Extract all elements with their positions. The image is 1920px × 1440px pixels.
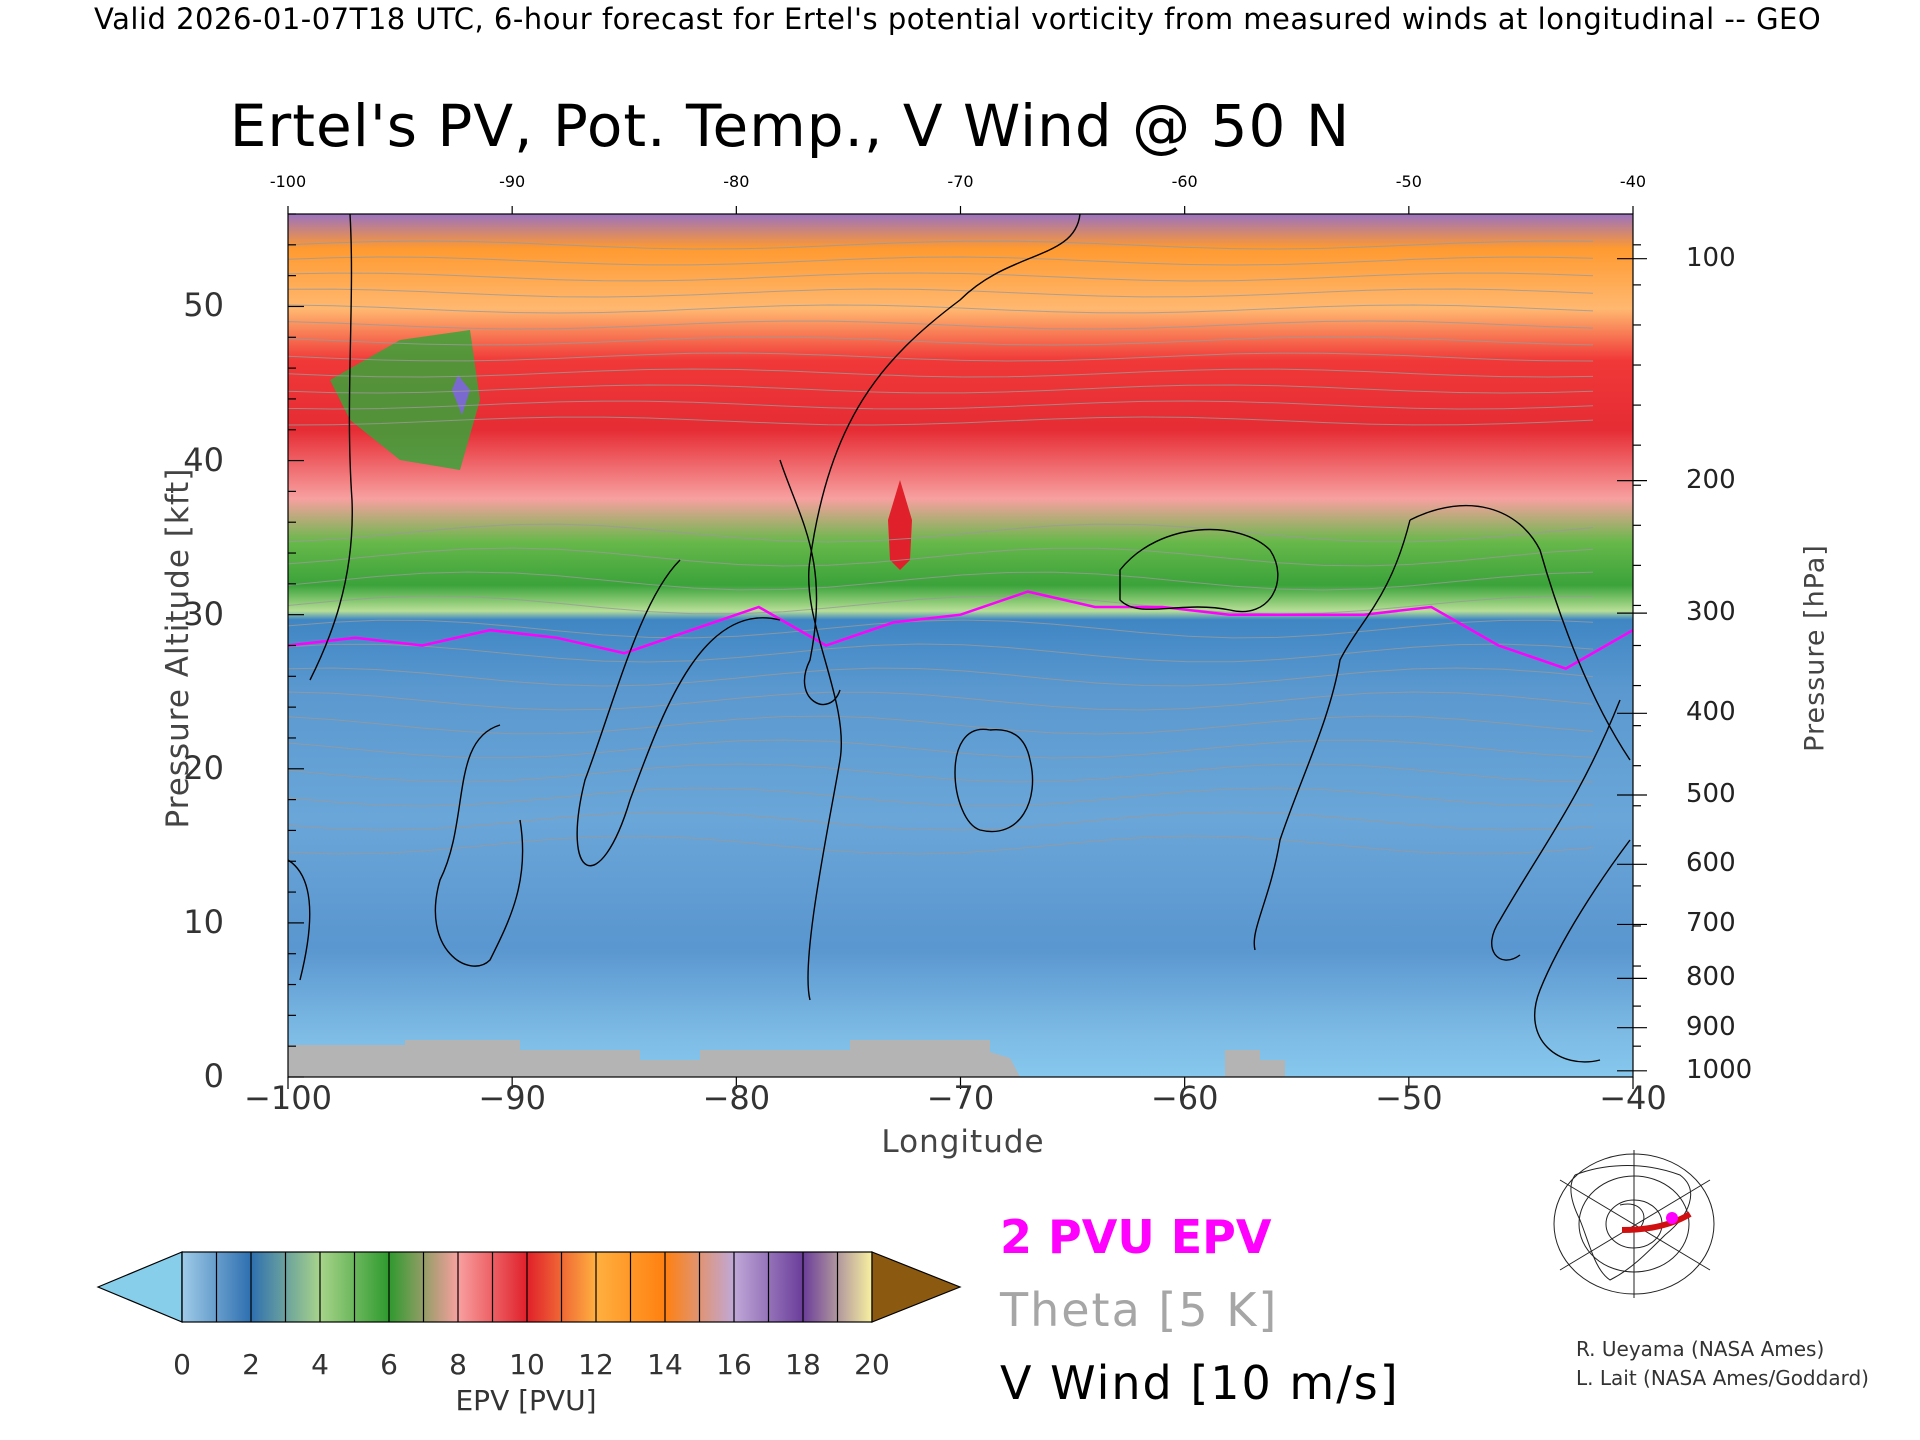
pressure-tick-label: 400 bbox=[1686, 697, 1736, 728]
x-axis-label: Longitude bbox=[881, 1124, 1045, 1160]
top-tick-label: -40 bbox=[1619, 172, 1647, 191]
colorbar-tick-label: 0 bbox=[173, 1348, 191, 1381]
theta-contour bbox=[288, 336, 1594, 346]
colorbar-tick-label: 8 bbox=[449, 1348, 467, 1381]
theta-contour bbox=[288, 595, 1594, 615]
theta-contour bbox=[288, 739, 1594, 759]
x-tick-label: −60 bbox=[1150, 1079, 1219, 1117]
theta-contour bbox=[288, 400, 1594, 410]
credit-author-2: L. Lait (NASA Ames/Goddard) bbox=[1576, 1366, 1869, 1390]
theta-contours bbox=[288, 240, 1594, 855]
vwind-contours bbox=[288, 214, 1631, 1063]
y-tick-label: 30 bbox=[183, 594, 224, 633]
theta-contour bbox=[288, 240, 1594, 250]
theta-contour bbox=[288, 811, 1594, 831]
x-tick-label: −50 bbox=[1375, 1079, 1443, 1117]
top-tick-label: -70 bbox=[947, 172, 974, 191]
x-tick-label: −40 bbox=[1599, 1079, 1667, 1117]
theta-contour bbox=[288, 787, 1594, 807]
theta-contour bbox=[288, 416, 1594, 426]
pressure-tick-label: 700 bbox=[1686, 908, 1736, 939]
colorbar-tick-label: 4 bbox=[311, 1348, 329, 1381]
theta-contour bbox=[288, 691, 1594, 711]
pressure-axis-ticks bbox=[1617, 244, 1647, 1072]
colorbar-tick-label: 20 bbox=[854, 1348, 890, 1381]
theta-contour bbox=[288, 547, 1594, 567]
theta-contour bbox=[288, 256, 1594, 266]
legend-epv: 2 PVU EPV bbox=[1000, 1210, 1272, 1264]
pressure-tick-label: 300 bbox=[1686, 597, 1736, 628]
colorbar-tick-label: 12 bbox=[578, 1348, 614, 1381]
green-intrusion-west bbox=[330, 330, 480, 470]
red-tongue-mid bbox=[888, 480, 912, 570]
pressure-tick-label: 500 bbox=[1686, 778, 1736, 809]
ground-mask-2 bbox=[1225, 1050, 1285, 1077]
x-tick-label: −70 bbox=[926, 1079, 995, 1117]
theta-contour bbox=[288, 571, 1594, 591]
legend-vwind: V Wind [10 m/s] bbox=[1000, 1356, 1400, 1410]
pressure-tick-label: 900 bbox=[1686, 1011, 1736, 1042]
pressure-tick-label: 100 bbox=[1686, 242, 1736, 273]
valid-time-header: Valid 2026-01-07T18 UTC, 6-hour forecast… bbox=[94, 2, 1822, 36]
y-tick-label: 50 bbox=[183, 286, 224, 325]
pv-max-west bbox=[452, 375, 470, 415]
theta-contour bbox=[288, 715, 1594, 735]
colorbar-tick-label: 6 bbox=[380, 1348, 398, 1381]
theta-contour bbox=[288, 835, 1594, 855]
pressure-tick-label: 1000 bbox=[1686, 1054, 1753, 1085]
theta-contour bbox=[288, 288, 1594, 298]
colorbar-tick-label: 2 bbox=[242, 1348, 260, 1381]
x-tick-label: −100 bbox=[244, 1079, 332, 1117]
top-tick-label: -80 bbox=[723, 172, 750, 191]
top-tick-label: -100 bbox=[269, 172, 307, 191]
pressure-tick-label: 200 bbox=[1686, 464, 1736, 495]
colorbar bbox=[96, 1251, 962, 1323]
colorbar-tick-label: 14 bbox=[647, 1348, 683, 1381]
chart-title: Ertel's PV, Pot. Temp., V Wind @ 50 N bbox=[229, 92, 1351, 160]
y-tick-label: 40 bbox=[183, 440, 224, 479]
x-axis-ticks bbox=[287, 1077, 1634, 1089]
top-tick-label: -60 bbox=[1171, 172, 1198, 191]
ground-mask bbox=[288, 1040, 1020, 1077]
theta-contour bbox=[288, 643, 1594, 663]
theta-contour bbox=[288, 352, 1594, 362]
pressure-tick-label: 800 bbox=[1686, 962, 1736, 993]
x-tick-label: −90 bbox=[478, 1079, 546, 1117]
credit-author-1: R. Ueyama (NASA Ames) bbox=[1576, 1337, 1825, 1361]
tropopause-2pvu-line bbox=[287, 590, 1634, 670]
pressure-tick-label: 600 bbox=[1686, 848, 1736, 879]
y-axis-ticks bbox=[288, 213, 304, 1078]
x-tick-label: −80 bbox=[702, 1079, 771, 1117]
theta-contour bbox=[288, 619, 1594, 639]
theta-contour bbox=[288, 384, 1594, 394]
locator-map bbox=[1536, 1150, 1732, 1298]
legend-theta: Theta [5 K] bbox=[1000, 1283, 1279, 1337]
y-tick-label: 20 bbox=[183, 748, 224, 787]
theta-contour bbox=[288, 368, 1594, 378]
theta-contour bbox=[288, 667, 1594, 687]
y-tick-label: 10 bbox=[183, 902, 224, 941]
field-features bbox=[288, 330, 1285, 1077]
theta-contour bbox=[288, 272, 1594, 282]
theta-contour bbox=[288, 304, 1594, 314]
theta-contour bbox=[288, 320, 1594, 330]
theta-contour bbox=[288, 763, 1594, 783]
top-tick-label: -90 bbox=[499, 172, 526, 191]
colorbar-high-arrow bbox=[871, 1251, 962, 1323]
epv-field bbox=[288, 214, 1633, 1077]
colorbar-tick-label: 18 bbox=[785, 1348, 821, 1381]
y-tick-label: 0 bbox=[203, 1057, 224, 1095]
colorbar-low-arrow bbox=[96, 1251, 183, 1323]
top-tick-label: -50 bbox=[1395, 172, 1422, 191]
colorbar-tick-label: 10 bbox=[509, 1348, 545, 1381]
colorbar-tick-label: 16 bbox=[716, 1348, 752, 1381]
pressure-axis-label: Pressure [hPa] bbox=[1799, 544, 1831, 752]
colorbar-label: EPV [PVU] bbox=[455, 1384, 597, 1417]
theta-contour bbox=[288, 523, 1594, 543]
